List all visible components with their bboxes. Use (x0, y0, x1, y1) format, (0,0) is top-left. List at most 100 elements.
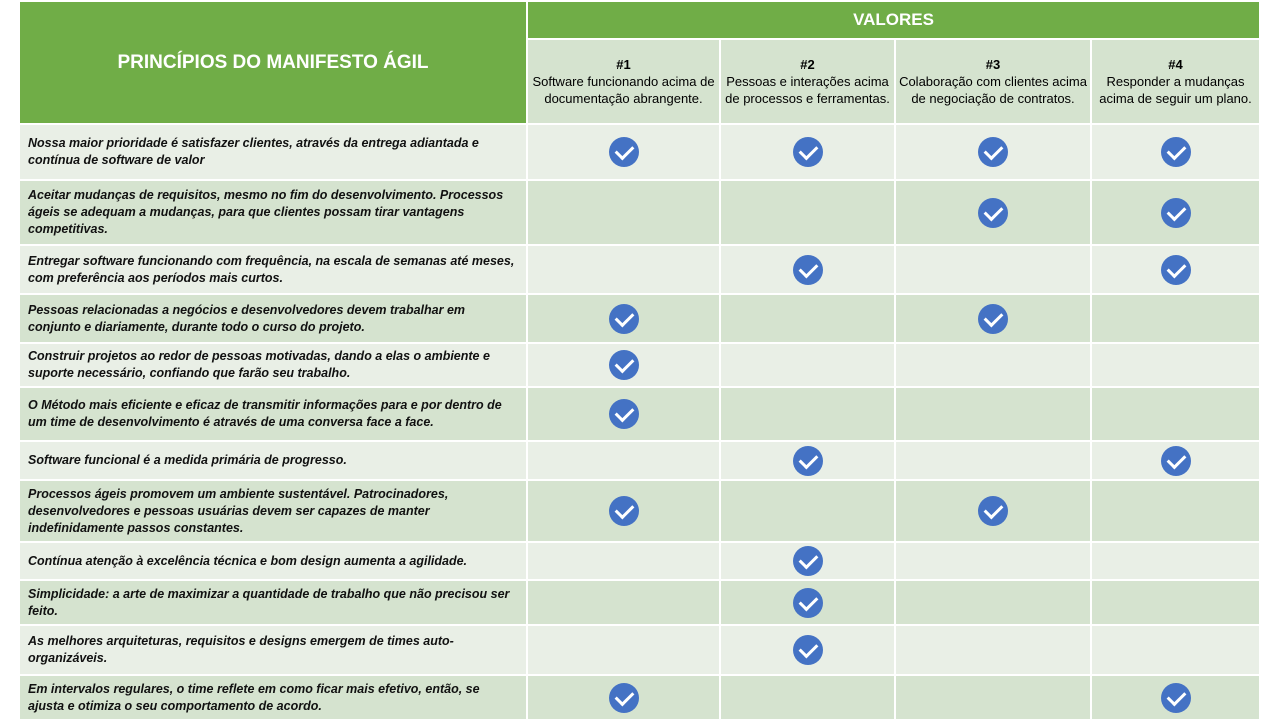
value-cell-1 (526, 179, 721, 246)
value-cell-3 (894, 479, 1092, 543)
value-cell-1 (526, 123, 721, 181)
principle-row: Construir projetos ao redor de pessoas m… (18, 342, 1262, 388)
value-cell-4 (1089, 244, 1262, 295)
principles-body: Nossa maior prioridade é satisfazer clie… (18, 123, 1262, 721)
check-circle-icon (608, 137, 639, 167)
value-cell-4 (1089, 342, 1262, 388)
check-circle-icon (792, 445, 823, 476)
principle-text: As melhores arquiteturas, requisitos e d… (18, 624, 528, 676)
value-cell-2 (719, 541, 896, 581)
value-cell-4 (1089, 674, 1262, 721)
check-circle-icon (978, 303, 1008, 334)
check-circle-icon (1160, 254, 1191, 285)
principle-text: Simplicidade: a arte de maximizar a quan… (18, 579, 528, 626)
check-circle-icon (608, 399, 639, 429)
check-circle-icon (792, 137, 823, 167)
value-number: #1 (616, 57, 631, 72)
check-circle-icon (1160, 682, 1191, 713)
value-cell-4 (1089, 541, 1262, 581)
value-cell-2 (719, 386, 896, 442)
principle-text: Nossa maior prioridade é satisfazer clie… (18, 123, 528, 181)
table-title: PRINCÍPIOS DO MANIFESTO ÁGIL (18, 0, 528, 125)
check-circle-icon (608, 682, 639, 713)
principle-row: Simplicidade: a arte de maximizar a quan… (18, 579, 1262, 626)
principle-text: Processos ágeis promovem um ambiente sus… (18, 479, 528, 543)
principle-row: O Método mais eficiente e eficaz de tran… (18, 386, 1262, 442)
value-cell-2 (719, 440, 896, 481)
value-cell-1 (526, 579, 721, 626)
principle-text: Construir projetos ao redor de pessoas m… (18, 342, 528, 388)
principle-row: Pessoas relacionadas a negócios e desenv… (18, 293, 1262, 344)
principle-row: Contínua atenção à excelência técnica e … (18, 541, 1262, 581)
principle-text: Contínua atenção à excelência técnica e … (18, 541, 528, 581)
value-cell-4 (1089, 624, 1262, 676)
principle-text: Em intervalos regulares, o time reflete … (18, 674, 528, 721)
check-circle-icon (608, 496, 639, 526)
value-number: #4 (1168, 57, 1183, 72)
value-cell-2 (719, 579, 896, 626)
value-cell-4 (1089, 440, 1262, 481)
principle-row: Aceitar mudanças de requisitos, mesmo no… (18, 179, 1262, 246)
value-cell-4 (1089, 479, 1262, 543)
principle-text: Pessoas relacionadas a negócios e desenv… (18, 293, 528, 344)
check-circle-icon (608, 350, 639, 380)
value-cell-2 (719, 624, 896, 676)
value-header-1: #1 Software funcionando acima de document… (526, 38, 721, 125)
value-cell-1 (526, 674, 721, 721)
check-circle-icon (792, 546, 823, 576)
value-cell-2 (719, 674, 896, 721)
principle-row: Entregar software funcionando com frequê… (18, 244, 1262, 295)
agile-principles-table: PRINCÍPIOS DO MANIFESTO ÁGIL VALORES #1 S… (18, 0, 1262, 721)
value-cell-3 (894, 293, 1092, 344)
values-group-header: VALORES (525, 0, 1262, 40)
check-circle-icon (978, 496, 1008, 526)
check-circle-icon (978, 197, 1008, 228)
value-cell-2 (719, 179, 896, 246)
value-cell-1 (526, 479, 721, 543)
value-cell-3 (894, 579, 1092, 626)
value-text: Software funcionando acima de documentaç… (532, 74, 715, 106)
principle-text: Software funcional é a medida primária d… (18, 440, 528, 481)
check-circle-icon (792, 587, 823, 618)
value-cell-1 (526, 440, 721, 481)
value-number: #2 (800, 57, 815, 72)
value-header-2: #2 Pessoas e interações acima de processo… (719, 38, 896, 125)
value-cell-4 (1089, 179, 1262, 246)
value-cell-4 (1089, 123, 1262, 181)
principle-row: As melhores arquiteturas, requisitos e d… (18, 624, 1262, 676)
check-circle-icon (792, 635, 823, 665)
principle-row: Processos ágeis promovem um ambiente sus… (18, 479, 1262, 543)
value-cell-1 (526, 293, 721, 344)
value-cell-3 (894, 674, 1092, 721)
check-circle-icon (978, 137, 1008, 167)
principle-text: O Método mais eficiente e eficaz de tran… (18, 386, 528, 442)
value-cell-4 (1089, 579, 1262, 626)
value-cell-3 (894, 123, 1092, 181)
value-number: #3 (985, 57, 1001, 72)
value-cell-1 (526, 624, 721, 676)
check-circle-icon (1160, 137, 1191, 167)
value-cell-4 (1089, 293, 1262, 344)
value-cell-3 (894, 179, 1092, 246)
value-cell-1 (526, 342, 721, 388)
value-cell-3 (894, 244, 1092, 295)
value-cell-3 (894, 440, 1092, 481)
principle-row: Software funcional é a medida primária d… (18, 440, 1262, 481)
principle-text: Entregar software funcionando com frequê… (18, 244, 528, 295)
value-header-4: #4 Responder a mudanças acima de seguir u… (1089, 38, 1262, 125)
value-cell-3 (894, 541, 1092, 581)
check-circle-icon (608, 303, 639, 334)
value-cell-1 (526, 244, 721, 295)
value-cell-3 (894, 386, 1092, 442)
check-circle-icon (1160, 445, 1191, 476)
value-cell-2 (719, 293, 896, 344)
check-circle-icon (1160, 197, 1191, 228)
value-header-3: #3 Colaboração com clientes acima de nego… (894, 38, 1092, 125)
value-text: Responder a mudanças acima de seguir um … (1099, 74, 1252, 106)
value-cell-3 (894, 624, 1092, 676)
value-text: Colaboração com clientes acima de negoci… (899, 74, 1087, 106)
value-cell-1 (526, 386, 721, 442)
value-cell-3 (894, 342, 1092, 388)
value-text: Pessoas e interações acima de processos … (725, 74, 890, 106)
principle-row: Em intervalos regulares, o time reflete … (18, 674, 1262, 721)
